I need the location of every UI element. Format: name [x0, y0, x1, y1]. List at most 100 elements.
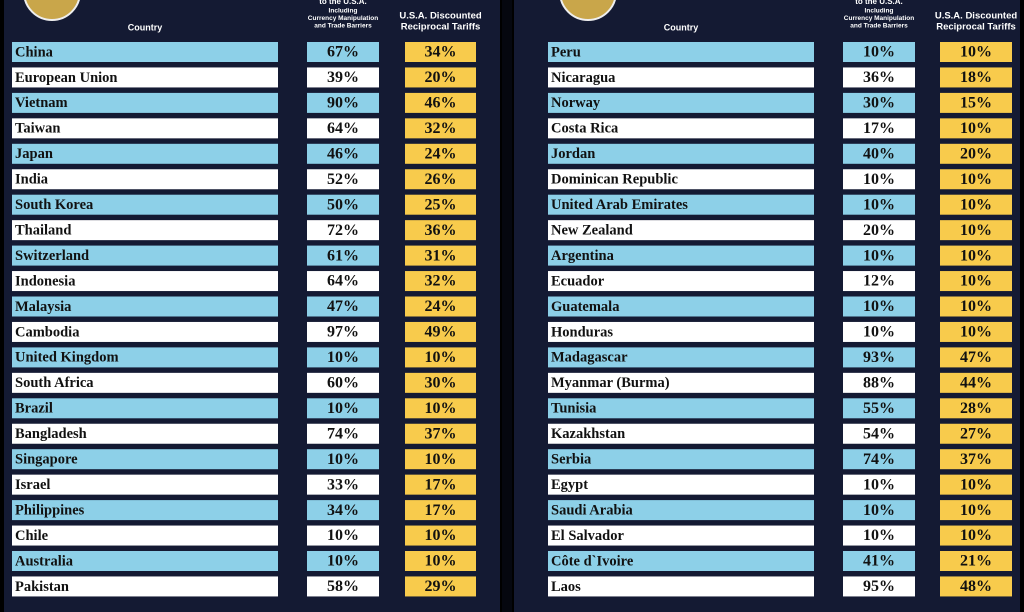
reciprocal-value: 10% — [960, 476, 992, 493]
reciprocal-cell — [940, 143, 1012, 164]
country-cell — [548, 525, 814, 546]
tariff-value: 74% — [327, 425, 359, 442]
country-cell — [12, 423, 278, 444]
tariff-cell — [307, 576, 379, 597]
country-cell — [12, 449, 278, 470]
tariff-value: 10% — [863, 298, 895, 315]
tariff-value: 10% — [327, 451, 359, 468]
country-cell — [12, 474, 278, 495]
country-name: Dominican Republic — [551, 172, 678, 188]
column-header: to the U.S.A. — [319, 0, 367, 6]
tariff-value: 88% — [863, 375, 895, 392]
tariff-value: 72% — [327, 222, 359, 239]
reciprocal-value: 17% — [425, 476, 457, 493]
country-name: New Zealand — [551, 222, 633, 238]
column-header: Country — [664, 22, 699, 32]
reciprocal-value: 21% — [960, 553, 992, 570]
reciprocal-cell — [405, 92, 476, 113]
country-name: Egypt — [551, 477, 588, 493]
reciprocal-value: 37% — [425, 425, 457, 442]
tariff-value: 46% — [327, 145, 359, 162]
tariff-value: 64% — [327, 273, 359, 290]
tariff-value: 47% — [327, 298, 359, 315]
tariff-value: 10% — [863, 502, 895, 519]
country-cell — [548, 118, 814, 139]
tariff-cell — [307, 220, 379, 241]
reciprocal-value: 10% — [960, 527, 992, 544]
reciprocal-value: 34% — [425, 44, 457, 61]
tariff-value: 30% — [863, 95, 895, 112]
tariff-value: 36% — [863, 69, 895, 86]
country-name: Serbia — [551, 452, 592, 468]
column-header: to the U.S.A. — [855, 0, 903, 6]
country-name: Pakistan — [15, 579, 69, 595]
column-header: Reciprocal Tariffs — [936, 22, 1016, 33]
tariff-cell — [843, 576, 915, 597]
tariff-cell — [843, 500, 915, 521]
tariff-value: 20% — [863, 222, 895, 239]
tariff-cell — [307, 372, 379, 393]
reciprocal-cell — [405, 372, 476, 393]
tariff-value: 12% — [863, 273, 895, 290]
tariff-cell — [307, 347, 379, 368]
country-cell — [12, 398, 278, 419]
reciprocal-cell — [405, 245, 476, 266]
tariff-cell — [307, 143, 379, 164]
reciprocal-value: 10% — [425, 553, 457, 570]
country-cell — [548, 271, 814, 292]
country-cell — [12, 500, 278, 521]
reciprocal-value: 10% — [960, 298, 992, 315]
reciprocal-value: 36% — [425, 222, 457, 239]
reciprocal-value: 49% — [425, 324, 457, 341]
seal — [560, 0, 616, 21]
tariff-cell — [307, 118, 379, 139]
reciprocal-cell — [405, 500, 476, 521]
reciprocal-cell — [940, 474, 1012, 495]
tariff-cell — [843, 118, 915, 139]
country-cell — [548, 449, 814, 470]
reciprocal-cell — [940, 576, 1012, 597]
country-name: El Salvador — [551, 528, 624, 544]
reciprocal-value: 29% — [425, 578, 457, 595]
tariff-value: 93% — [863, 349, 895, 366]
country-name: China — [15, 44, 54, 60]
reciprocal-value: 10% — [425, 527, 457, 544]
reciprocal-cell — [940, 42, 1012, 62]
country-name: Brazil — [15, 401, 53, 417]
reciprocal-value: 10% — [960, 273, 992, 290]
reciprocal-cell — [405, 347, 476, 368]
reciprocal-cell — [940, 245, 1012, 266]
country-cell — [12, 551, 278, 571]
country-cell — [548, 296, 814, 317]
tariff-value: 10% — [863, 247, 895, 264]
reciprocal-cell — [940, 347, 1012, 368]
reciprocal-cell — [940, 398, 1012, 419]
reciprocal-value: 24% — [425, 298, 457, 315]
tariff-cell — [307, 321, 379, 342]
tariff-value: 10% — [863, 527, 895, 544]
reciprocal-value: 10% — [960, 44, 992, 61]
divider — [502, 0, 512, 612]
tariff-cell — [843, 42, 915, 62]
country-cell — [12, 169, 278, 190]
tariff-value: 10% — [863, 44, 895, 61]
country-name: Laos — [551, 579, 581, 595]
tariff-value: 61% — [327, 247, 359, 264]
reciprocal-cell — [405, 474, 476, 495]
country-cell — [12, 576, 278, 597]
reciprocal-cell — [940, 525, 1012, 546]
reciprocal-value: 10% — [425, 451, 457, 468]
reciprocal-value: 37% — [960, 451, 992, 468]
tariff-cell — [307, 500, 379, 521]
reciprocal-cell — [405, 271, 476, 292]
country-cell — [12, 296, 278, 317]
country-name: Cambodia — [15, 324, 80, 340]
country-cell — [548, 474, 814, 495]
reciprocal-cell — [405, 194, 476, 215]
country-cell — [12, 271, 278, 292]
tariff-cell — [307, 245, 379, 266]
reciprocal-value: 26% — [425, 171, 457, 188]
reciprocal-value: 20% — [425, 69, 457, 86]
tariff-cell — [307, 169, 379, 190]
reciprocal-value: 30% — [425, 375, 457, 392]
